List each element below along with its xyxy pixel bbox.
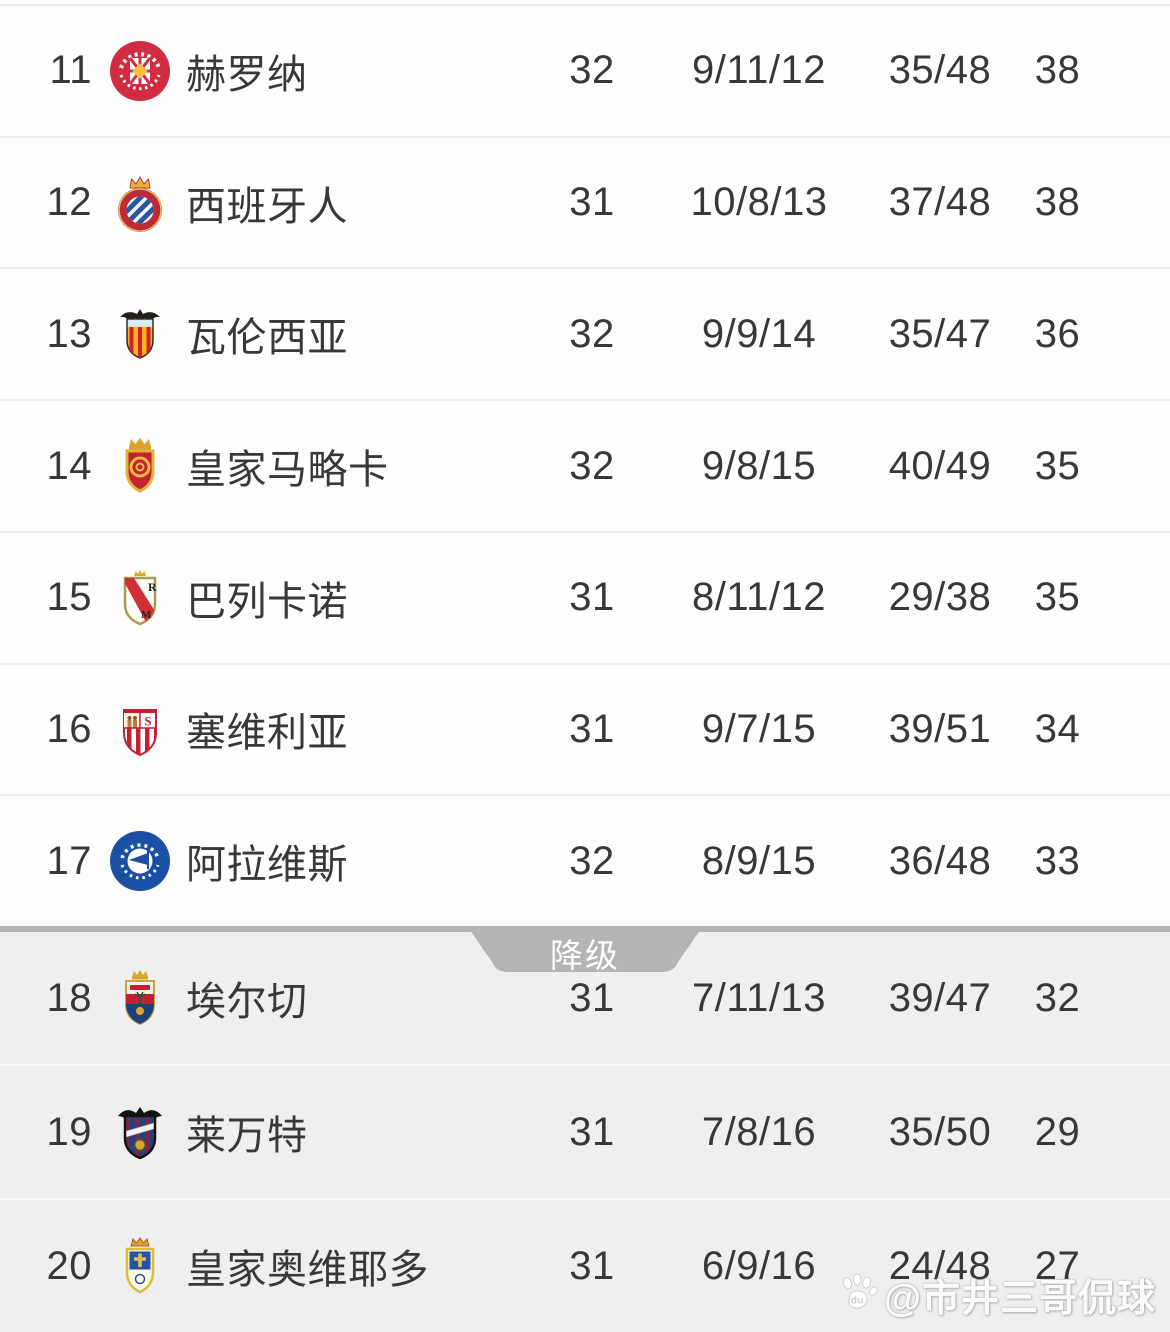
team-name: 巴列卡诺 bbox=[186, 579, 348, 624]
goals-for-against: 35/48 bbox=[888, 48, 992, 93]
relegation-divider: 降级 bbox=[0, 926, 1170, 974]
matches-played: 31 bbox=[569, 180, 615, 225]
real-oviedo-badge-icon bbox=[108, 1234, 172, 1298]
relegation-tab: 降级 bbox=[467, 926, 703, 974]
elche-badge-icon bbox=[108, 966, 172, 1030]
goals-for-against: 39/47 bbox=[888, 975, 992, 1020]
matches-played: 32 bbox=[569, 838, 615, 883]
team-name: 瓦伦西亚 bbox=[186, 316, 348, 361]
rank: 13 bbox=[46, 311, 92, 356]
matches-played: 31 bbox=[569, 706, 615, 751]
team-name: 皇家奥维耶多 bbox=[186, 1248, 429, 1292]
matches-played: 32 bbox=[569, 443, 615, 488]
rank: 18 bbox=[46, 975, 92, 1020]
win-draw-loss: 9/8/15 bbox=[701, 443, 817, 488]
points: 33 bbox=[1034, 838, 1081, 883]
espanyol-badge-icon bbox=[108, 171, 172, 235]
team-name: 阿拉维斯 bbox=[186, 843, 348, 888]
points: 29 bbox=[1034, 1109, 1081, 1154]
team-name: 西班牙人 bbox=[186, 184, 348, 229]
matches-played: 31 bbox=[569, 1109, 615, 1154]
team-name: 赫罗纳 bbox=[186, 52, 308, 97]
table-row[interactable]: 17 阿拉维斯 32 8/9/15 36/48 33 bbox=[0, 796, 1170, 926]
win-draw-loss: 9/7/15 bbox=[701, 706, 817, 751]
matches-played: 31 bbox=[569, 975, 615, 1020]
rank: 14 bbox=[46, 443, 92, 488]
standings-relegation-section: 18 埃尔切 31 7/11/13 39/47 32 19 莱万特 31 7/8… bbox=[0, 932, 1170, 1332]
rank: 15 bbox=[46, 575, 92, 620]
girona-badge-icon bbox=[108, 39, 172, 103]
rank: 12 bbox=[46, 180, 92, 225]
mallorca-badge-icon bbox=[108, 434, 172, 498]
points: 34 bbox=[1034, 706, 1081, 751]
goals-for-against: 39/51 bbox=[888, 706, 992, 751]
matches-played: 32 bbox=[569, 311, 615, 356]
win-draw-loss: 10/8/13 bbox=[690, 180, 828, 225]
table-row[interactable]: 19 莱万特 31 7/8/16 35/50 29 bbox=[0, 1064, 1170, 1198]
goals-for-against: 35/47 bbox=[888, 311, 992, 356]
goals-for-against: 24/48 bbox=[888, 1243, 992, 1288]
relegation-label: 降级 bbox=[550, 937, 620, 974]
goals-for-against: 37/48 bbox=[888, 180, 992, 225]
win-draw-loss: 8/9/15 bbox=[701, 838, 817, 883]
win-draw-loss: 9/11/12 bbox=[692, 48, 826, 93]
sevilla-badge-icon: S bbox=[108, 697, 172, 761]
team-name: 皇家马略卡 bbox=[186, 448, 389, 493]
rank: 11 bbox=[49, 48, 92, 93]
team-name: 埃尔切 bbox=[186, 980, 308, 1024]
goals-for-against: 36/48 bbox=[888, 838, 992, 883]
win-draw-loss: 7/11/13 bbox=[692, 975, 826, 1020]
alaves-badge-icon bbox=[108, 829, 172, 893]
team-name: 塞维利亚 bbox=[186, 711, 348, 756]
points: 35 bbox=[1034, 443, 1081, 488]
table-row[interactable]: 13 瓦伦西亚 32 9/9/14 35/47 36 bbox=[0, 269, 1170, 402]
matches-played: 32 bbox=[569, 48, 615, 93]
svg-text:S: S bbox=[144, 714, 151, 729]
matches-played: 31 bbox=[569, 1243, 615, 1288]
table-row[interactable]: 16 S 塞维利亚 31 9/7/15 39/51 34 bbox=[0, 665, 1170, 797]
goals-for-against: 40/49 bbox=[888, 443, 992, 488]
levante-badge-icon bbox=[108, 1100, 172, 1164]
svg-text:R: R bbox=[148, 580, 157, 594]
table-row[interactable]: 12 西班牙人 31 10/8/13 37/48 38 bbox=[0, 138, 1170, 270]
points: 36 bbox=[1034, 311, 1081, 356]
table-row[interactable]: 18 埃尔切 31 7/11/13 39/47 32 bbox=[0, 932, 1170, 1064]
team-name: 莱万特 bbox=[186, 1114, 308, 1158]
win-draw-loss: 8/11/12 bbox=[692, 575, 826, 620]
points: 27 bbox=[1034, 1243, 1081, 1288]
rank: 17 bbox=[46, 838, 92, 883]
goals-for-against: 29/38 bbox=[888, 575, 992, 620]
points: 38 bbox=[1034, 180, 1081, 225]
rank: 16 bbox=[46, 706, 92, 751]
rank: 20 bbox=[46, 1243, 92, 1288]
points: 32 bbox=[1034, 975, 1081, 1020]
points: 38 bbox=[1034, 48, 1081, 93]
points: 35 bbox=[1034, 575, 1081, 620]
table-row[interactable]: 20 皇家奥维耶多 31 6/9/16 24/48 27 bbox=[0, 1198, 1170, 1332]
table-row[interactable]: 11 赫罗纳 32 9/11/12 35/48 38 bbox=[0, 4, 1170, 138]
win-draw-loss: 6/9/16 bbox=[701, 1243, 817, 1288]
matches-played: 31 bbox=[569, 575, 615, 620]
win-draw-loss: 9/9/14 bbox=[701, 311, 817, 356]
win-draw-loss: 7/8/16 bbox=[701, 1109, 817, 1154]
goals-for-against: 35/50 bbox=[888, 1109, 992, 1154]
valencia-badge-icon bbox=[108, 302, 172, 366]
standings-upper-section: 11 赫罗纳 32 9/11/12 35/48 38 12 西班牙人 31 10… bbox=[0, 4, 1170, 926]
rank: 19 bbox=[46, 1109, 92, 1154]
svg-text:M: M bbox=[141, 609, 152, 621]
table-row[interactable]: 14 皇家马略卡 32 9/8/15 40/49 35 bbox=[0, 401, 1170, 533]
